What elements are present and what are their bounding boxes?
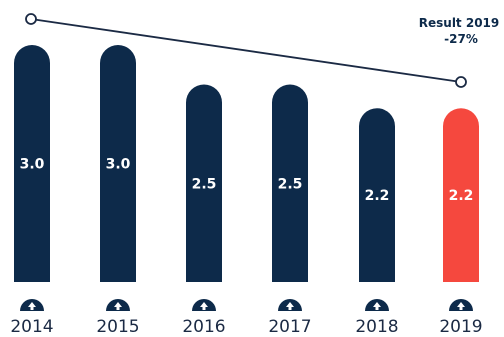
bar-2016 [186, 84, 222, 282]
bar-2014 [14, 45, 50, 282]
annotation-line2: -27% [444, 32, 478, 46]
annotation-line1: Result 2019 [419, 16, 500, 30]
bar-2017 [272, 84, 308, 282]
bar-value-label-2014: 3.0 [20, 157, 45, 173]
bar-value-label-2017: 2.5 [278, 176, 303, 192]
trend-end-marker [455, 76, 467, 88]
arrow-up-icon [278, 299, 302, 311]
bar-2018 [359, 108, 395, 282]
x-axis-labels: 2014 2015 2016 2017 2018 2019 [10, 317, 482, 337]
arrow-up-icon [449, 299, 473, 311]
bar-value-label-2015: 3.0 [106, 157, 131, 173]
x-tick-label-2016: 2016 [182, 317, 225, 337]
bar-2019 [443, 108, 479, 282]
arrow-up-icon [106, 299, 130, 311]
bar-2015 [100, 45, 136, 282]
bar-value-label-2019: 2.2 [449, 188, 474, 204]
x-tick-label-2018: 2018 [355, 317, 398, 337]
bar-value-label-2018: 2.2 [365, 188, 390, 204]
x-tick-label-2015: 2015 [96, 317, 139, 337]
x-tick-label-2014: 2014 [10, 317, 53, 337]
trend-start-marker [25, 13, 37, 25]
arrow-up-icon [365, 299, 389, 311]
arrow-up-icon [192, 299, 216, 311]
x-tick-label-2019: 2019 [439, 317, 482, 337]
trend-line-group [25, 13, 467, 88]
bar-value-label-2016: 2.5 [192, 176, 217, 192]
trend-line [30, 18, 462, 83]
bars-group: 3.0 3.0 2.5 2.5 2.2 2.2 [14, 45, 479, 282]
x-tick-label-2017: 2017 [268, 317, 311, 337]
result-annotation: Result 2019 -27% [419, 16, 500, 46]
icons-group [20, 299, 473, 311]
arrow-up-icon [20, 299, 44, 311]
